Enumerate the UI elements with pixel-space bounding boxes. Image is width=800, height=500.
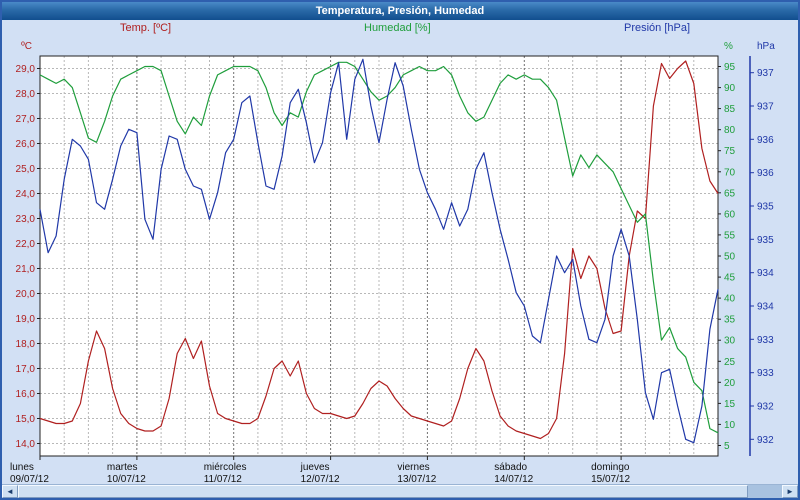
pressure-tick-label: 932 — [757, 435, 774, 446]
day-date-label: 09/07/12 — [10, 474, 49, 484]
window-title: Temperatura, Presión, Humedad — [315, 5, 485, 17]
humidity-tick-label: 10 — [724, 420, 736, 431]
pressure-axis-unit: hPa — [757, 41, 775, 52]
scrollbar-thumb[interactable] — [18, 485, 748, 498]
humidity-tick-label: 45 — [724, 273, 736, 284]
scroll-left-button[interactable]: ◄ — [2, 485, 18, 498]
temp-tick-label: 27,0 — [16, 114, 36, 125]
humidity-axis-unit: % — [724, 41, 733, 52]
day-date-label: 14/07/12 — [494, 474, 533, 484]
temp-tick-label: 24,0 — [16, 189, 36, 200]
day-date-label: 13/07/12 — [397, 474, 436, 484]
humidity-tick-label: 40 — [724, 294, 736, 305]
legend-humidity-label: Humedad [%] — [364, 22, 431, 34]
pressure-tick-label: 933 — [757, 368, 774, 379]
humidity-tick-label: 80 — [724, 125, 736, 136]
pressure-tick-label: 935 — [757, 235, 774, 246]
day-name-label: sábado — [494, 462, 527, 473]
pressure-tick-label: 936 — [757, 168, 774, 179]
day-date-label: 10/07/12 — [107, 474, 146, 484]
left-arrow-icon: ◄ — [6, 487, 14, 496]
legend-pressure-label: Presión [hPa] — [624, 22, 691, 34]
pressure-tick-label: 937 — [757, 68, 774, 79]
scroll-right-button[interactable]: ► — [782, 485, 798, 498]
chart-svg: 14,0 15,0 16,0 17,0 18,0 19,0 20,0 21,0 22,0 23,0… — [10, 41, 775, 485]
humidity-tick-label: 15 — [724, 399, 736, 410]
pressure-tick-label: 934 — [757, 268, 774, 279]
humidity-tick-label: 90 — [724, 83, 736, 94]
pressure-tick-label: 936 — [757, 135, 774, 146]
humidity-tick-label: 60 — [724, 209, 736, 220]
humidity-tick-label: 35 — [724, 315, 736, 326]
day-date-label: 15/07/12 — [591, 474, 630, 484]
temp-tick-label: 23,0 — [16, 214, 36, 225]
humidity-tick-label: 25 — [724, 357, 736, 368]
day-name-label: miércoles — [204, 462, 247, 473]
day-name-label: domingo — [591, 462, 630, 473]
day-name-label: martes — [107, 462, 138, 473]
title-bar: Temperatura, Presión, Humedad — [2, 2, 798, 20]
pressure-series-line — [39, 58, 719, 444]
humidity-tick-label: 50 — [724, 252, 736, 263]
humidity-series-line — [39, 61, 719, 434]
legend: Temp. [ºC] Humedad [%] Presión [hPa] — [2, 20, 798, 36]
humidity-tick-label: 55 — [724, 230, 736, 241]
pressure-tick-label: 932 — [757, 402, 774, 413]
pressure-tick-label: 934 — [757, 302, 774, 313]
humidity-tick-label: 65 — [724, 188, 736, 199]
temp-axis-unit: ºC — [21, 41, 32, 52]
temp-tick-label: 22,0 — [16, 239, 36, 250]
pressure-tick-label: 937 — [757, 102, 774, 113]
temp-tick-label: 20,0 — [16, 289, 36, 300]
humidity-tick-label: 70 — [724, 167, 736, 178]
day-date-label: 12/07/12 — [301, 474, 340, 484]
temp-tick-label: 28,0 — [16, 89, 36, 100]
temp-tick-label: 16,0 — [16, 389, 36, 400]
day-name-label: lunes — [10, 462, 34, 473]
humidity-tick-label: 95 — [724, 62, 736, 73]
humidity-tick-label: 20 — [724, 378, 736, 389]
pressure-tick-label: 933 — [757, 335, 774, 346]
day-name-label: viernes — [397, 462, 429, 473]
temp-tick-label: 21,0 — [16, 264, 36, 275]
temp-series-line — [39, 60, 719, 440]
temp-tick-label: 15,0 — [16, 414, 36, 425]
temp-tick-label: 29,0 — [16, 64, 36, 75]
temp-tick-label: 19,0 — [16, 314, 36, 325]
humidity-tick-label: 85 — [724, 104, 736, 115]
temp-tick-label: 17,0 — [16, 364, 36, 375]
legend-temp-label: Temp. [ºC] — [120, 22, 172, 34]
temp-tick-label: 14,0 — [16, 439, 36, 450]
right-arrow-icon: ► — [786, 487, 794, 496]
humidity-tick-label: 30 — [724, 336, 736, 347]
chart-area: 14,0 15,0 16,0 17,0 18,0 19,0 20,0 21,0 22,0 23,0… — [2, 36, 798, 485]
temp-tick-label: 25,0 — [16, 164, 36, 175]
pressure-tick-label: 935 — [757, 202, 774, 213]
temp-tick-label: 18,0 — [16, 339, 36, 350]
scrollbar-track[interactable] — [18, 485, 782, 498]
temp-tick-label: 26,0 — [16, 139, 36, 150]
humidity-tick-label: 75 — [724, 146, 736, 157]
day-name-label: jueves — [300, 462, 330, 473]
day-date-label: 11/07/12 — [204, 474, 243, 484]
horizontal-scrollbar[interactable]: ◄ ► — [2, 484, 798, 498]
humidity-tick-label: 5 — [724, 441, 730, 452]
